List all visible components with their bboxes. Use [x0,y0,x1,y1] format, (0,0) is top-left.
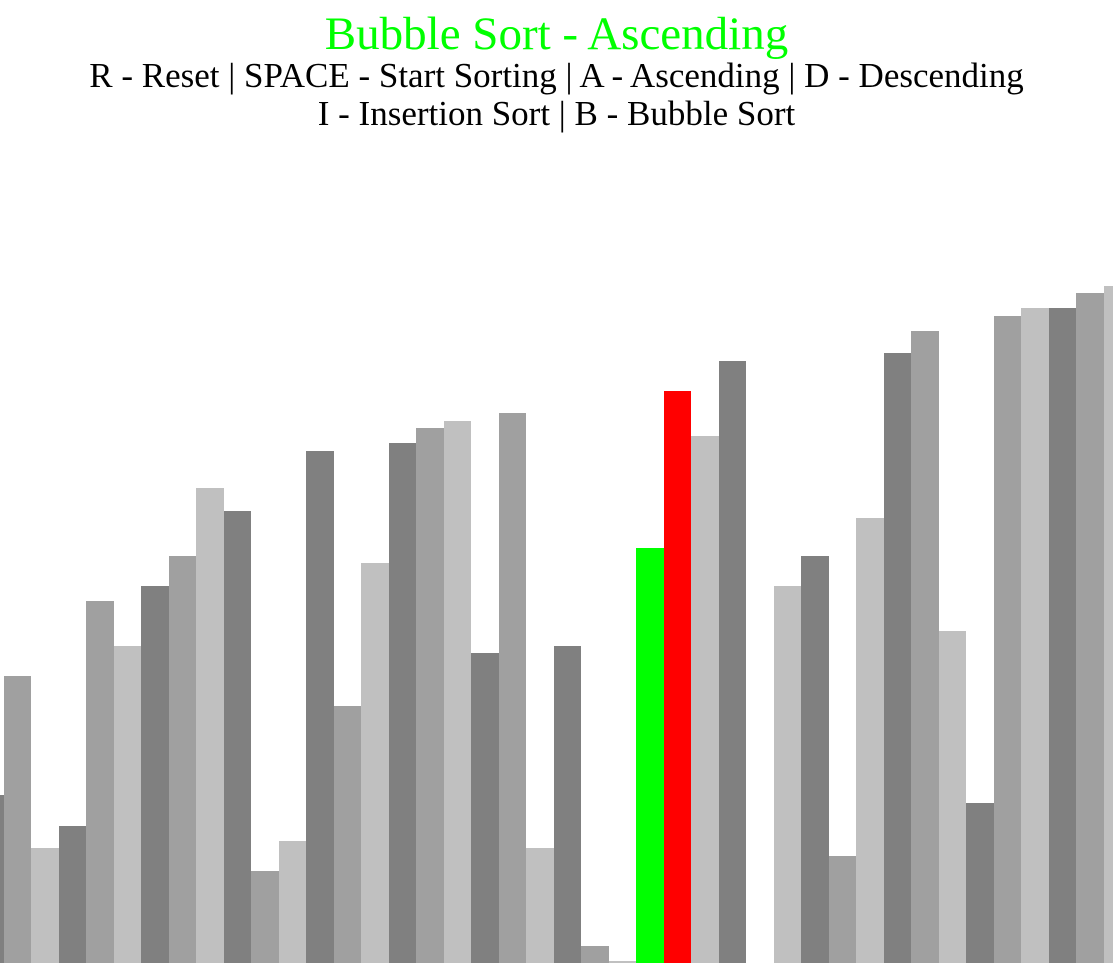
bar-8 [196,488,224,963]
controls-line-1: R - Reset | SPACE - Start Sorting | A - … [89,56,1024,95]
bar-15 [389,443,416,963]
bar-32 [856,518,884,963]
bar-37 [994,316,1021,963]
bar-14 [361,563,389,963]
bar-30 [801,556,829,963]
bar-12 [306,451,334,963]
bar-39 [1049,308,1076,963]
bar-0 [0,795,4,963]
bar-31 [829,856,856,963]
bar-2 [31,848,59,963]
bar-13 [334,706,361,963]
bar-20 [526,848,554,963]
bar-11 [279,841,306,963]
bar-4 [86,601,114,963]
bar-35 [939,631,966,963]
bar-10 [251,871,279,963]
bar-18 [471,653,499,963]
bar-24 [636,548,664,963]
bar-7 [169,556,196,963]
sort-title: Bubble Sort - Ascending [324,8,789,60]
bar-29 [774,586,801,963]
bar-40 [1076,293,1104,963]
bar-25 [664,391,691,963]
bar-21 [554,646,581,963]
bar-3 [59,826,86,963]
bar-6 [141,586,169,963]
bar-22 [581,946,609,963]
bar-23 [609,961,636,963]
bar-33 [884,353,911,963]
bar-41 [1104,286,1113,963]
bar-1 [4,676,31,963]
bar-17 [444,421,471,963]
bar-36 [966,803,994,963]
bar-38 [1021,308,1049,963]
bar-27 [719,361,746,963]
bar-16 [416,428,444,963]
bar-5 [114,646,141,963]
controls-line-2: I - Insertion Sort | B - Bubble Sort [317,94,796,133]
bar-26 [691,436,719,963]
bar-34 [911,331,939,963]
bar-19 [499,413,526,963]
bar-9 [224,511,251,963]
